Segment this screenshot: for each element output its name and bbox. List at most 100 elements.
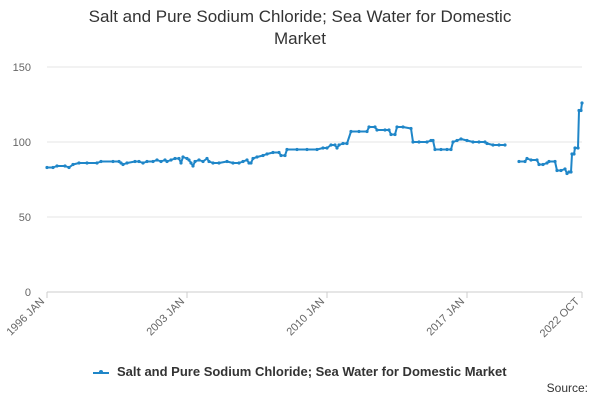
- chart-title-line-1: Salt and Pure Sodium Chloride; Sea Water…: [88, 7, 512, 26]
- x-axis: 1996 JAN 2003 JAN 2010 JAN 2017 JAN 2022 OCT: [4, 292, 583, 340]
- data-point: [133, 159, 137, 164]
- data-point: [559, 168, 563, 173]
- data-point: [201, 159, 205, 164]
- data-point: [173, 156, 177, 161]
- x-tick-label-0: 1996 JAN: [4, 296, 47, 339]
- data-point: [237, 161, 241, 165]
- data-point: [321, 146, 325, 150]
- data-point: [471, 140, 475, 144]
- data-point: [283, 153, 287, 158]
- data-point: [563, 167, 567, 171]
- data-point: [449, 147, 453, 152]
- data-point: [265, 152, 269, 156]
- data-point: [573, 146, 577, 150]
- data-point: [572, 152, 576, 156]
- series-line-0-segment-1: [519, 102, 583, 175]
- data-point: [63, 164, 67, 168]
- data-point: [279, 153, 283, 158]
- data-point: [207, 159, 211, 164]
- data-point: [555, 168, 559, 173]
- data-point: [523, 159, 527, 164]
- data-point: [187, 158, 191, 162]
- data-point: [465, 138, 469, 143]
- data-point: [249, 161, 253, 165]
- data-point: [485, 141, 489, 146]
- data-point: [411, 140, 415, 144]
- data-point: [579, 108, 583, 113]
- data-point: [491, 143, 495, 147]
- data-point: [375, 128, 379, 132]
- data-point: [431, 138, 435, 143]
- data-point: [145, 159, 149, 164]
- x-tick-label-2: 2010 JAN: [284, 296, 327, 339]
- data-point: [503, 143, 507, 147]
- data-point: [189, 161, 193, 165]
- data-point: [245, 158, 249, 162]
- data-point: [95, 161, 99, 165]
- data-point: [425, 140, 429, 144]
- data-point: [151, 159, 155, 164]
- data-point: [159, 159, 163, 164]
- data-point: [125, 161, 129, 165]
- y-tick-label-0: 0: [25, 287, 31, 299]
- data-point: [231, 161, 235, 165]
- data-point: [295, 147, 299, 152]
- data-point: [261, 153, 265, 158]
- series-line-0-segment-0: [47, 126, 505, 169]
- data-point: [45, 165, 49, 170]
- data-point: [255, 155, 259, 159]
- data-point: [325, 146, 329, 150]
- data-point: [477, 140, 481, 144]
- data-point: [393, 132, 397, 137]
- data-point: [177, 156, 181, 161]
- data-point: [569, 170, 573, 174]
- data-point: [395, 125, 399, 129]
- series-group: [45, 101, 584, 176]
- data-point: [497, 143, 501, 147]
- data-point: [517, 159, 521, 164]
- data-point: [541, 162, 545, 167]
- data-point: [409, 126, 413, 131]
- data-point: [329, 143, 333, 147]
- y-tick-label-50: 50: [19, 212, 31, 224]
- data-point: [251, 156, 255, 161]
- x-tick-label-1: 2003 JAN: [144, 296, 187, 339]
- data-point: [445, 147, 449, 152]
- data-point: [537, 162, 541, 167]
- data-point: [341, 141, 345, 146]
- data-point: [141, 161, 145, 165]
- data-point: [433, 147, 437, 152]
- data-point: [71, 162, 75, 167]
- source-label: Source:: [546, 381, 588, 395]
- data-point: [67, 165, 71, 170]
- y-tick-label-100: 100: [13, 137, 31, 149]
- data-point: [525, 156, 529, 161]
- data-point: [459, 137, 463, 141]
- data-point: [271, 150, 275, 155]
- data-point: [535, 158, 539, 162]
- legend[interactable]: Salt and Pure Sodium Chloride; Sea Water…: [0, 364, 600, 379]
- data-point: [197, 158, 201, 162]
- data-point: [225, 159, 229, 164]
- data-point: [191, 164, 195, 168]
- data-point: [169, 158, 173, 162]
- data-point: [367, 125, 371, 129]
- data-point: [389, 132, 393, 137]
- data-point: [455, 138, 459, 143]
- data-point: [451, 140, 455, 144]
- chart-title: Salt and Pure Sodium Chloride; Sea Water…: [40, 6, 560, 50]
- data-point: [529, 158, 533, 162]
- data-point: [439, 147, 443, 152]
- data-point: [547, 159, 551, 164]
- data-point: [51, 165, 55, 170]
- data-point: [111, 159, 115, 164]
- data-point: [285, 147, 289, 152]
- data-point: [315, 147, 319, 152]
- data-point: [337, 143, 341, 147]
- data-point: [277, 150, 281, 155]
- data-point: [383, 128, 387, 132]
- data-point: [553, 159, 557, 164]
- data-point: [333, 143, 337, 147]
- data-point: [77, 161, 81, 165]
